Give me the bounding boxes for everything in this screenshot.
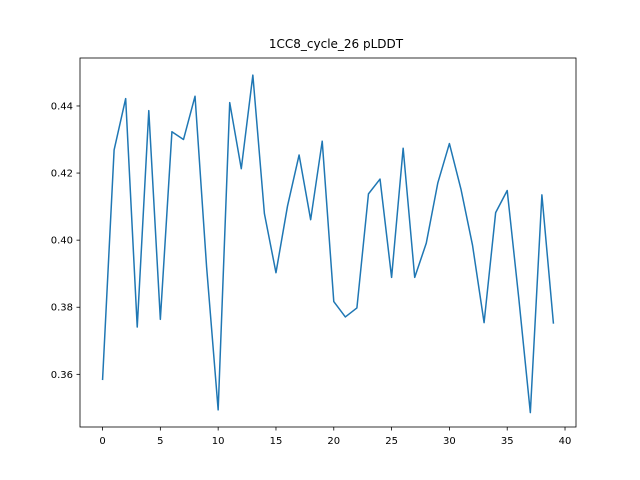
x-axis: 0 5 10 15 20 25 30 35 40 [99,427,571,447]
plot-area [101,74,555,414]
y-tick-label: 0.36 [51,370,73,381]
y-tick-label: 0.40 [51,236,73,247]
x-tick-label: 15 [270,436,283,447]
series-line-0 [101,74,555,414]
x-tick-label: 25 [385,436,398,447]
x-tick-label: 20 [327,436,340,447]
x-tick-label: 40 [559,436,572,447]
y-tick-label: 0.44 [51,101,73,112]
y-tick-label: 0.42 [51,169,73,180]
x-tick-label: 0 [99,436,105,447]
plot-frame [79,57,577,428]
chart-title: 1CC8_cycle_26 pLDDT [269,37,404,51]
x-tick-label: 30 [443,436,456,447]
x-tick-label: 35 [501,436,514,447]
x-tick-label: 5 [157,436,163,447]
y-axis: 0.36 0.38 0.40 0.42 0.44 [51,101,80,381]
x-tick-label: 10 [212,436,225,447]
y-tick-label: 0.38 [51,303,73,314]
